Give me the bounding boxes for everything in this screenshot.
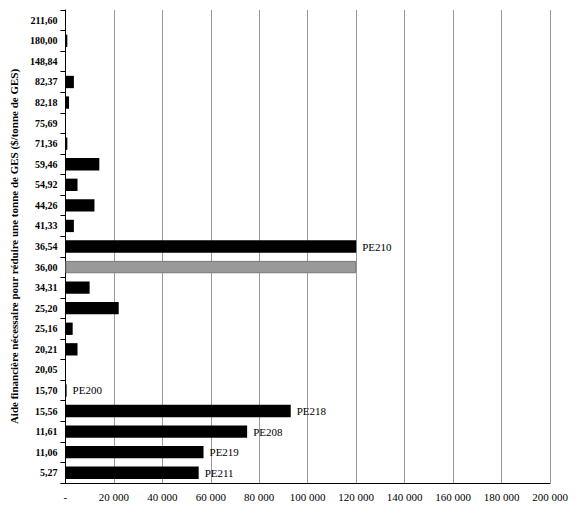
svg-text:Aide financière nécessaire pou: Aide financière nécessaire pour réduire … [8, 69, 21, 425]
svg-text:PE210: PE210 [362, 241, 392, 253]
svg-text:148,84: 148,84 [30, 56, 58, 67]
svg-text:PE211: PE211 [205, 467, 234, 479]
svg-text:82,37: 82,37 [35, 76, 58, 87]
svg-text:40 000: 40 000 [147, 491, 178, 503]
svg-text:80 000: 80 000 [244, 491, 275, 503]
svg-text:200 000: 200 000 [532, 491, 568, 503]
svg-text:15,70: 15,70 [35, 385, 58, 396]
svg-text:82,18: 82,18 [35, 97, 58, 108]
svg-text:180 000: 180 000 [484, 491, 520, 503]
svg-text:100 000: 100 000 [290, 491, 326, 503]
svg-text:160 000: 160 000 [435, 491, 471, 503]
svg-text:11,61: 11,61 [35, 426, 57, 437]
svg-text:41,33: 41,33 [35, 220, 58, 231]
svg-text:PE200: PE200 [73, 384, 103, 396]
svg-text:120 000: 120 000 [338, 491, 374, 503]
svg-text:25,16: 25,16 [35, 323, 58, 334]
svg-text:71,36: 71,36 [35, 138, 58, 149]
svg-text:PE219: PE219 [210, 446, 240, 458]
svg-text:34,31: 34,31 [35, 282, 58, 293]
svg-text:36,00: 36,00 [35, 262, 58, 273]
svg-text:15,56: 15,56 [35, 406, 58, 417]
svg-text:11,06: 11,06 [35, 447, 57, 458]
svg-text:20,21: 20,21 [35, 344, 58, 355]
svg-text:20 000: 20 000 [99, 491, 130, 503]
svg-text:-: - [64, 491, 68, 503]
svg-text:44,26: 44,26 [35, 200, 58, 211]
svg-text:25,20: 25,20 [35, 303, 58, 314]
svg-text:PE208: PE208 [253, 426, 283, 438]
svg-text:180,00: 180,00 [30, 35, 58, 46]
svg-text:PE218: PE218 [297, 405, 327, 417]
svg-text:211,60: 211,60 [30, 15, 57, 26]
svg-text:36,54: 36,54 [35, 241, 58, 252]
svg-text:140 000: 140 000 [387, 491, 423, 503]
svg-text:54,92: 54,92 [35, 179, 58, 190]
svg-text:5,27: 5,27 [40, 467, 58, 478]
svg-text:59,46: 59,46 [35, 159, 58, 170]
svg-text:75,69: 75,69 [35, 118, 58, 129]
svg-text:20,05: 20,05 [35, 364, 58, 375]
svg-text:60 000: 60 000 [196, 491, 227, 503]
